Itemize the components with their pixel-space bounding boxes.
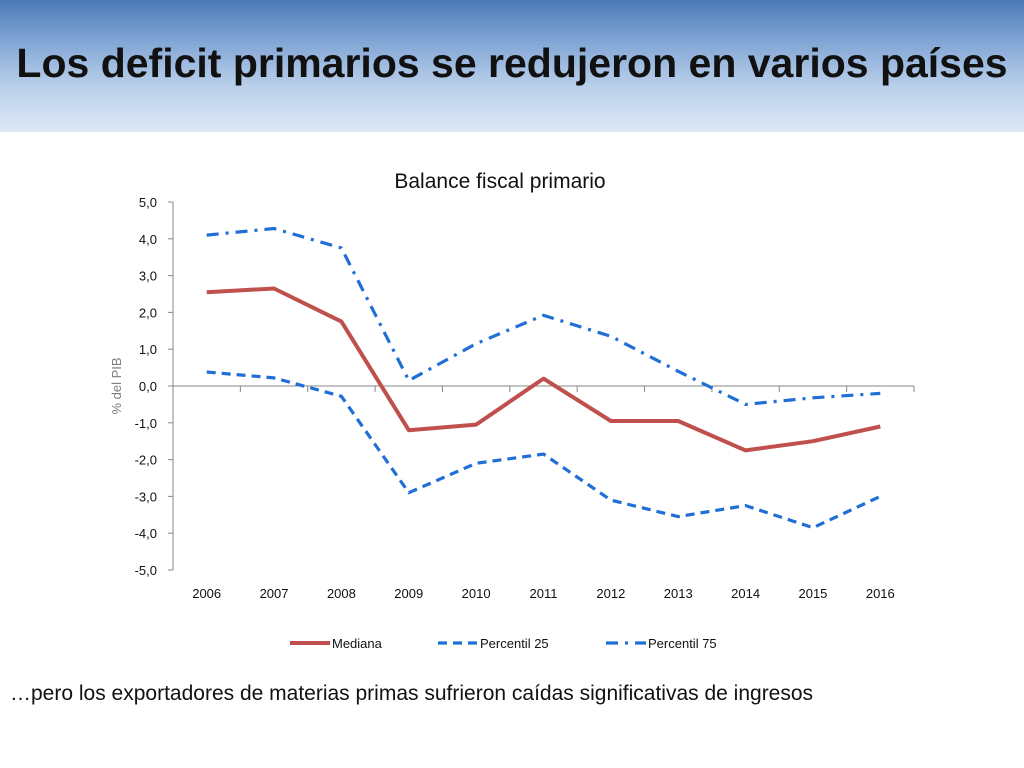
y-tick-label: 1,0: [139, 342, 157, 357]
data-point: [341, 248, 342, 249]
data-point: [408, 430, 409, 431]
y-tick-label: -1,0: [135, 416, 157, 431]
y-tick-label: 5,0: [139, 195, 157, 210]
data-point: [476, 343, 477, 344]
data-point: [543, 454, 544, 455]
data-point: [274, 228, 275, 229]
data-point: [206, 235, 207, 236]
data-point: [678, 516, 679, 517]
y-tick-label: 2,0: [139, 305, 157, 320]
data-point: [408, 492, 409, 493]
data-point: [341, 321, 342, 322]
data-point: [812, 527, 813, 528]
data-point: [274, 288, 275, 289]
data-point: [206, 292, 207, 293]
data-point: [880, 496, 881, 497]
legend-label: Percentil 75: [648, 636, 717, 651]
data-point: [812, 397, 813, 398]
axes: 5,0 4,0 3,0 2,0 1,0 0,0 -1,0 -2,0 -3,0 -4,0 -5,0 20…: [135, 195, 915, 601]
legend: Mediana Percentil 25 Percentil 75: [290, 636, 717, 651]
y-tick-label: 0,0: [139, 379, 157, 394]
legend-label: Percentil 25: [480, 636, 549, 651]
x-tick-label: 2014: [731, 586, 760, 601]
title-banner: [0, 0, 1024, 132]
series-line-percentil-25: [206, 370, 881, 530]
data-point: [408, 380, 409, 381]
x-tick-label: 2011: [530, 586, 558, 601]
series-line-percentil-75: [206, 226, 881, 406]
x-tick-label: 2015: [798, 586, 827, 601]
y-tick-label: 3,0: [139, 269, 157, 284]
x-tick-label: 2007: [260, 586, 289, 601]
data-point: [543, 378, 544, 379]
footnote: …pero los exportadores de materias prima…: [10, 682, 814, 705]
series-line-mediana: [206, 286, 881, 453]
data-point: [543, 315, 544, 316]
data-point: [341, 396, 342, 397]
data-point: [274, 377, 275, 378]
data-point: [745, 450, 746, 451]
series-layer: [206, 226, 881, 530]
data-point: [476, 424, 477, 425]
slide-title: Los deficit primarios se redujeron en va…: [16, 40, 1008, 86]
data-point: [610, 420, 611, 421]
x-tick-label: 2012: [596, 586, 625, 601]
data-point: [812, 441, 813, 442]
x-tick-label: 2006: [192, 586, 221, 601]
x-tick-label: 2010: [462, 586, 491, 601]
y-tick-label: 4,0: [139, 232, 157, 247]
data-point: [610, 500, 611, 501]
y-tick-label: -4,0: [135, 526, 157, 541]
x-tick-label: 2008: [327, 586, 356, 601]
data-point: [610, 336, 611, 337]
data-point: [880, 393, 881, 394]
x-tick-label: 2016: [866, 586, 895, 601]
y-tick-label: -2,0: [135, 453, 157, 468]
data-point: [745, 505, 746, 506]
data-point: [678, 371, 679, 372]
line-chart: Balance fiscal primario % del PIB 5,0 4,0…: [109, 170, 915, 651]
legend-label: Mediana: [332, 636, 383, 651]
data-point: [880, 426, 881, 427]
data-point: [206, 372, 207, 373]
y-axis-label: % del PIB: [109, 357, 124, 414]
y-tick-label: -3,0: [135, 489, 157, 504]
x-tick-label: 2013: [664, 586, 693, 601]
data-point: [745, 404, 746, 405]
y-tick-label: -5,0: [135, 563, 157, 578]
data-point: [678, 420, 679, 421]
chart-title: Balance fiscal primario: [394, 170, 605, 193]
data-point: [476, 463, 477, 464]
x-tick-label: 2009: [394, 586, 423, 601]
